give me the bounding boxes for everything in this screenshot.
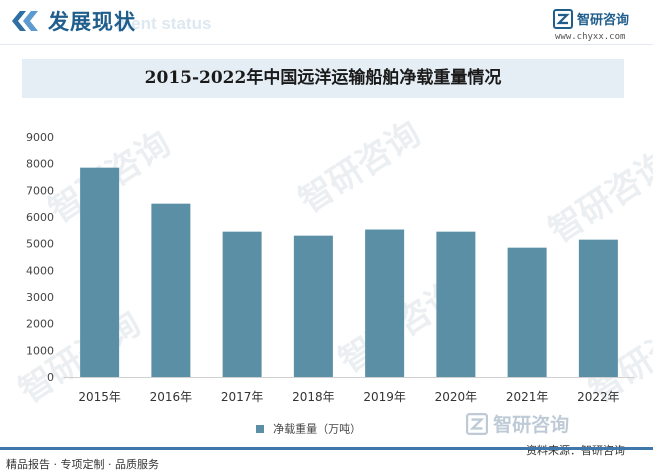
bar-2017年 [222,231,262,377]
page-header: ment status 发展现状 智研咨询 www.chyxx.com [0,0,653,46]
x-tick-label: 2017年 [221,390,264,404]
footer-logo-text: 智研咨询 [493,414,570,436]
bar-2019年 [365,229,405,377]
y-tick-label: 0 [47,371,54,384]
bar-2018年 [293,235,333,377]
legend-label: 净载重量（万吨） [273,422,362,436]
x-tick-label: 2016年 [150,390,193,404]
y-tick-label: 7000 [26,184,54,197]
x-tick-label: 2020年 [435,390,478,404]
y-tick-label: 3000 [26,291,54,304]
x-tick-label: 2022年 [577,390,620,404]
x-tick-label: 2019年 [363,390,406,404]
y-tick-label: 4000 [26,264,54,277]
y-tick-label: 5000 [26,238,54,251]
footer-divider [0,447,653,450]
x-tick-label: 2018年 [292,390,335,404]
bar-chart: 0 1000 2000 3000 4000 5000 6000 7000 8000 9000 20… [26,131,634,404]
y-axis: 0 1000 2000 3000 4000 5000 6000 7000 8000 9000 [26,131,54,384]
brand-name: 智研咨询 [577,13,630,28]
y-tick-label: 2000 [26,318,54,331]
bar-2016年 [151,203,191,377]
brand-url: www.chyxx.com [555,32,626,42]
bar-series [80,167,618,377]
brand-logo-icon [466,412,488,435]
page-footer: 精品报告 · 专项定制 · 品质服务 [0,447,653,474]
x-axis: 2015年 2016年 2017年 2018年 2019年 2020年 2021年 2022年 [64,377,634,404]
y-tick-label: 1000 [26,344,54,357]
bar-2022年 [578,239,618,377]
y-tick-label: 6000 [26,211,54,224]
brand-logo-icon [553,9,573,29]
footer-logo: 智研咨询 [466,410,569,437]
brand-logo: 智研咨询 www.chyxx.com [553,7,643,45]
header-divider [0,44,653,45]
x-tick-label: 2015年 [78,390,121,404]
double-chevron-icon [12,11,38,31]
footer-tagline: 精品报告 · 专项定制 · 品质服务 [6,458,159,471]
legend-swatch [256,424,264,433]
bar-2020年 [436,231,476,377]
header-subtitle-background: ment status [116,14,212,33]
chart-legend: 净载重量（万吨） [256,418,361,436]
bar-2021年 [507,247,547,377]
y-tick-label: 8000 [26,158,54,171]
chart-title: 2015-2022年中国远洋运输船舶净载重量情况 [22,59,624,98]
bar-2015年 [80,167,120,377]
x-tick-label: 2021年 [506,390,549,404]
y-tick-label: 9000 [26,131,54,144]
section-title: 发展现状 [48,10,136,34]
